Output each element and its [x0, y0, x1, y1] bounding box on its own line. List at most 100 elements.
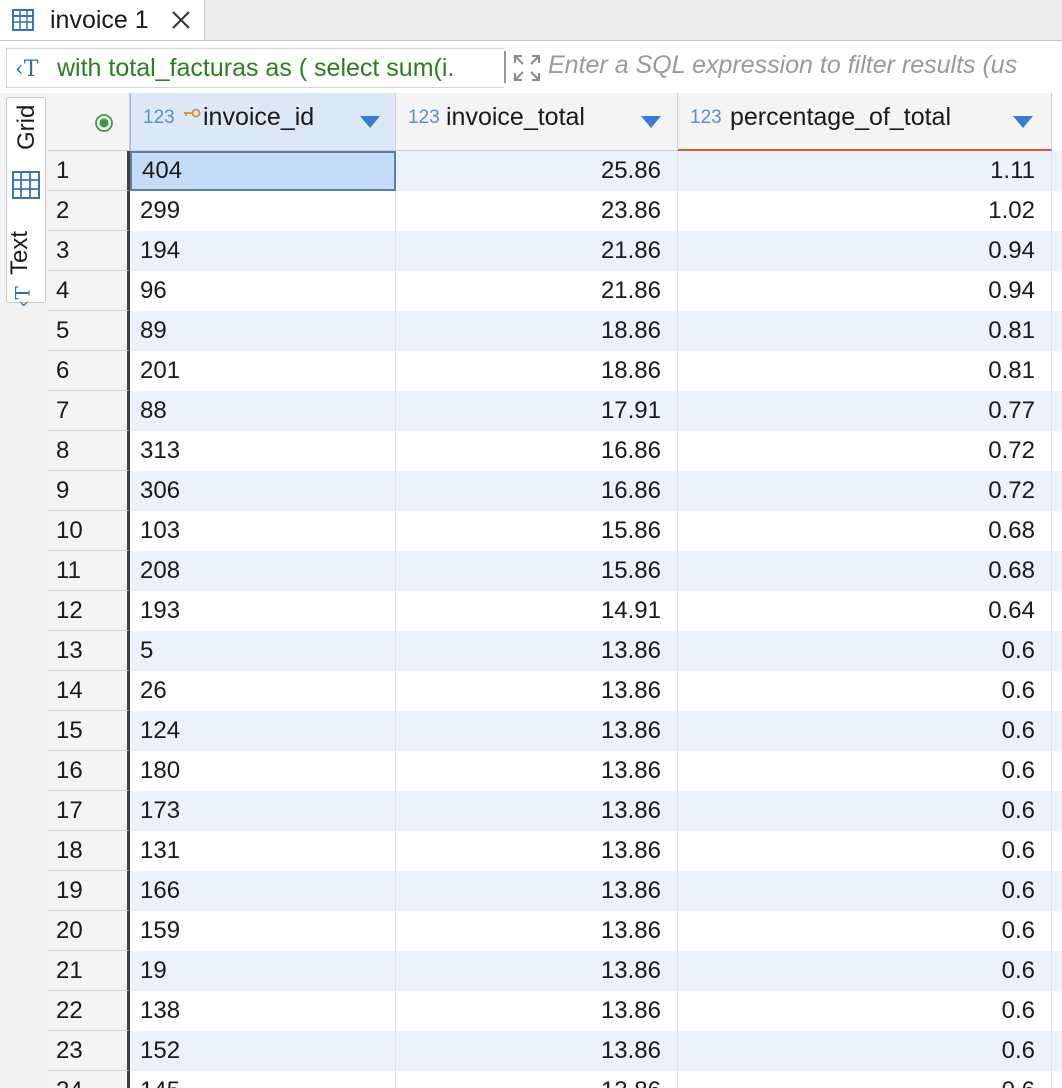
row-number[interactable]: 24: [48, 1071, 130, 1088]
cell-invoice-id[interactable]: 194: [130, 231, 396, 271]
cell-invoice-total[interactable]: 17.91: [396, 391, 678, 431]
cell-invoice-total[interactable]: 13.86: [396, 831, 678, 871]
cell-invoice-id[interactable]: 306: [130, 471, 396, 511]
cell-invoice-total[interactable]: 13.86: [396, 911, 678, 951]
cell-invoice-id[interactable]: 201: [130, 351, 396, 391]
cell-percentage-of-total[interactable]: 0.6: [678, 631, 1052, 671]
cell-percentage-of-total[interactable]: 0.77: [678, 391, 1052, 431]
row-number[interactable]: 7: [48, 391, 130, 431]
cell-invoice-total[interactable]: 13.86: [396, 991, 678, 1031]
table-row[interactable]: 3 194 21.86 0.94: [48, 231, 1062, 271]
cell-invoice-total[interactable]: 21.86: [396, 231, 678, 271]
cell-percentage-of-total[interactable]: 0.68: [678, 551, 1052, 591]
tab-grid[interactable]: Grid: [6, 97, 46, 303]
cell-percentage-of-total[interactable]: 1.11: [678, 151, 1052, 191]
cell-invoice-total[interactable]: 16.86: [396, 431, 678, 471]
cell-invoice-total[interactable]: 13.86: [396, 871, 678, 911]
table-row[interactable]: 8 313 16.86 0.72: [48, 431, 1062, 471]
cell-invoice-id[interactable]: 173: [130, 791, 396, 831]
row-number[interactable]: 6: [48, 351, 130, 391]
cell-invoice-id[interactable]: 313: [130, 431, 396, 471]
cell-invoice-id[interactable]: 166: [130, 871, 396, 911]
row-number[interactable]: 16: [48, 751, 130, 791]
table-row[interactable]: 19 166 13.86 0.6: [48, 871, 1062, 911]
table-row[interactable]: 7 88 17.91 0.77: [48, 391, 1062, 431]
column-header-invoice-id[interactable]: 123 invoice_id: [130, 93, 396, 151]
table-row[interactable]: 13 5 13.86 0.6: [48, 631, 1062, 671]
cell-percentage-of-total[interactable]: 0.68: [678, 511, 1052, 551]
cell-percentage-of-total[interactable]: 0.72: [678, 471, 1052, 511]
row-number[interactable]: 8: [48, 431, 130, 471]
cell-invoice-total[interactable]: 23.86: [396, 191, 678, 231]
cell-invoice-total[interactable]: 16.86: [396, 471, 678, 511]
row-number[interactable]: 18: [48, 831, 130, 871]
cell-invoice-id[interactable]: 404: [130, 151, 396, 191]
table-row[interactable]: 5 89 18.86 0.81: [48, 311, 1062, 351]
sort-arrow-icon[interactable]: [640, 115, 662, 129]
cell-percentage-of-total[interactable]: 0.6: [678, 831, 1052, 871]
row-number[interactable]: 11: [48, 551, 130, 591]
table-row[interactable]: 16 180 13.86 0.6: [48, 751, 1062, 791]
column-header-percentage-of-total[interactable]: 123 percentage_of_total: [678, 93, 1052, 151]
cell-invoice-id[interactable]: 5: [130, 631, 396, 671]
table-row[interactable]: 15 124 13.86 0.6: [48, 711, 1062, 751]
cell-percentage-of-total[interactable]: 0.81: [678, 351, 1052, 391]
row-number[interactable]: 4: [48, 271, 130, 311]
cell-invoice-id[interactable]: 103: [130, 511, 396, 551]
tab-text[interactable]: Text: [6, 230, 33, 275]
cell-invoice-total[interactable]: 13.86: [396, 711, 678, 751]
expand-icon[interactable]: [512, 53, 542, 83]
table-row[interactable]: 11 208 15.86 0.68: [48, 551, 1062, 591]
cell-percentage-of-total[interactable]: 0.81: [678, 311, 1052, 351]
cell-percentage-of-total[interactable]: 0.6: [678, 951, 1052, 991]
cell-invoice-total[interactable]: 15.86: [396, 551, 678, 591]
cell-percentage-of-total[interactable]: 0.6: [678, 871, 1052, 911]
cell-invoice-id[interactable]: 124: [130, 711, 396, 751]
row-number[interactable]: 9: [48, 471, 130, 511]
cell-invoice-total[interactable]: 18.86: [396, 311, 678, 351]
cell-invoice-id[interactable]: 96: [130, 271, 396, 311]
row-number[interactable]: 14: [48, 671, 130, 711]
table-row[interactable]: 18 131 13.86 0.6: [48, 831, 1062, 871]
row-number[interactable]: 23: [48, 1031, 130, 1071]
row-number[interactable]: 21: [48, 951, 130, 991]
cell-invoice-total[interactable]: 25.86: [396, 151, 678, 191]
row-number[interactable]: 13: [48, 631, 130, 671]
tab-invoice-1[interactable]: invoice 1: [0, 0, 205, 40]
table-row[interactable]: 10 103 15.86 0.68: [48, 511, 1062, 551]
cell-invoice-id[interactable]: 299: [130, 191, 396, 231]
cell-invoice-id[interactable]: 131: [130, 831, 396, 871]
cell-invoice-total[interactable]: 21.86: [396, 271, 678, 311]
cell-percentage-of-total[interactable]: 0.6: [678, 1071, 1052, 1088]
sql-query-preview[interactable]: ‹T with total_facturas as ( select sum(i…: [6, 48, 504, 88]
cell-invoice-id[interactable]: 26: [130, 671, 396, 711]
table-row[interactable]: 6 201 18.86 0.81: [48, 351, 1062, 391]
table-row[interactable]: 14 26 13.86 0.6: [48, 671, 1062, 711]
column-header-invoice-total[interactable]: 123 invoice_total: [396, 93, 678, 151]
filter-input[interactable]: [548, 45, 1062, 85]
cell-invoice-total[interactable]: 18.86: [396, 351, 678, 391]
cell-invoice-id[interactable]: 145: [130, 1071, 396, 1088]
record-mode-icon[interactable]: [94, 113, 114, 133]
row-number[interactable]: 17: [48, 791, 130, 831]
row-number[interactable]: 12: [48, 591, 130, 631]
cell-invoice-id[interactable]: 19: [130, 951, 396, 991]
table-row[interactable]: 22 138 13.86 0.6: [48, 991, 1062, 1031]
row-number[interactable]: 20: [48, 911, 130, 951]
cell-invoice-total[interactable]: 13.86: [396, 1031, 678, 1071]
table-row[interactable]: 17 173 13.86 0.6: [48, 791, 1062, 831]
cell-percentage-of-total[interactable]: 0.94: [678, 271, 1052, 311]
row-number[interactable]: 10: [48, 511, 130, 551]
sort-arrow-icon[interactable]: [359, 115, 381, 129]
table-row[interactable]: 23 152 13.86 0.6: [48, 1031, 1062, 1071]
cell-percentage-of-total[interactable]: 0.6: [678, 711, 1052, 751]
table-row[interactable]: 21 19 13.86 0.6: [48, 951, 1062, 991]
row-number-header[interactable]: [48, 93, 130, 151]
cell-percentage-of-total[interactable]: 1.02: [678, 191, 1052, 231]
cell-invoice-total[interactable]: 13.86: [396, 631, 678, 671]
cell-percentage-of-total[interactable]: 0.6: [678, 791, 1052, 831]
cell-invoice-id[interactable]: 193: [130, 591, 396, 631]
cell-percentage-of-total[interactable]: 0.64: [678, 591, 1052, 631]
cell-invoice-id[interactable]: 180: [130, 751, 396, 791]
table-row[interactable]: 9 306 16.86 0.72: [48, 471, 1062, 511]
